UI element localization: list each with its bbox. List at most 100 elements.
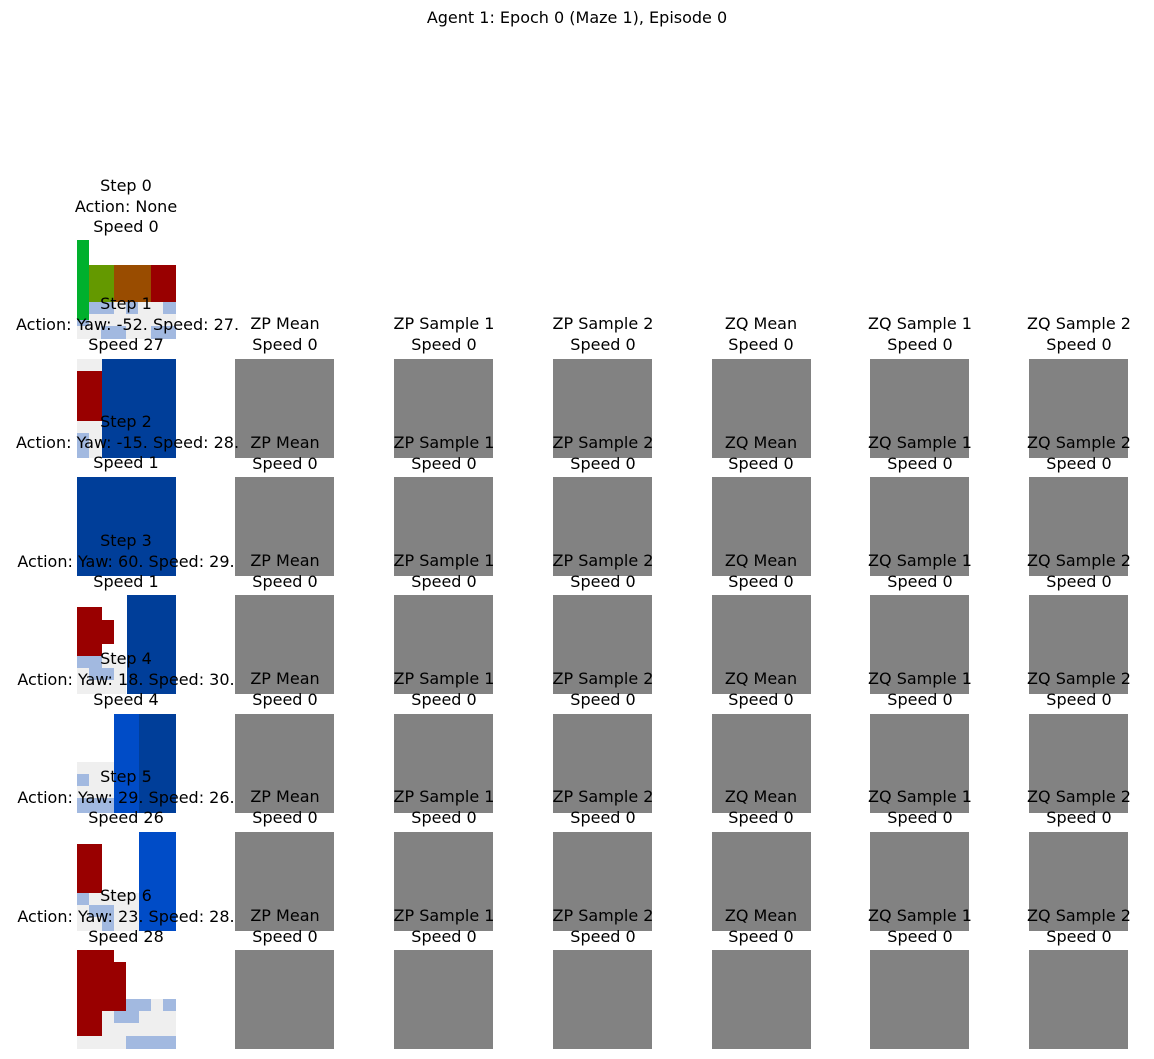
speed-label: Speed 0 [728, 926, 794, 946]
action-label: Action: Yaw: -15. Speed: 28. [16, 432, 240, 452]
obs-title-row-2: Step 2 Action: Yaw: -15. Speed: 28. Spee… [16, 412, 240, 474]
zp-mean-image-row-4 [235, 714, 334, 813]
speed-label: Speed 0 [252, 689, 318, 709]
col-title-row-1-zq-sample-2: ZQ Sample 2 Speed 0 [969, 314, 1154, 355]
observation-image-row-5 [77, 832, 176, 931]
col-title-row-5-zp-sample-2: ZP Sample 2 Speed 0 [493, 787, 713, 828]
speed-label: Speed 0 [570, 689, 636, 709]
speed-label: Speed 0 [728, 807, 794, 827]
speed-label: Speed 0 [570, 571, 636, 591]
zq-mean-image-row-1 [712, 359, 811, 458]
column-label: ZQ Sample 1 [868, 906, 972, 925]
column-label: ZP Sample 2 [552, 906, 654, 925]
column-label: ZQ Sample 2 [1027, 669, 1131, 688]
speed-label: Speed 0 [252, 453, 318, 473]
col-title-row-2-zp-mean: ZP Mean Speed 0 [175, 433, 395, 474]
zq-mean-image-row-4 [712, 714, 811, 813]
speed-label: Speed 0 [728, 453, 794, 473]
obs-title-row-6: Step 6 Action: Yaw: 23. Speed: 28. Speed… [16, 886, 236, 948]
col-title-row-5-zq-sample-1: ZQ Sample 1 Speed 0 [810, 787, 1030, 828]
column-label: ZQ Sample 1 [868, 433, 972, 452]
column-label: ZP Mean [250, 787, 320, 806]
zq-sample-1-image-row-5 [870, 832, 969, 931]
speed-label: Speed 0 [1046, 689, 1112, 709]
zp-mean-image-row-1 [235, 359, 334, 458]
speed-label: Speed 0 [570, 334, 636, 354]
step-label: Step 2 [100, 412, 152, 431]
col-title-row-3-zq-sample-2: ZQ Sample 2 Speed 0 [969, 551, 1154, 592]
speed-label: Speed 0 [570, 926, 636, 946]
zp-mean-image-row-5 [235, 832, 334, 931]
col-title-row-1-zp-sample-2: ZP Sample 2 Speed 0 [493, 314, 713, 355]
obs-title-row-5: Step 5 Action: Yaw: 29. Speed: 26. Speed… [16, 767, 236, 829]
column-label: ZP Sample 1 [393, 787, 495, 806]
col-title-row-3-zp-sample-2: ZP Sample 2 Speed 0 [493, 551, 713, 592]
zp-sample-1-image-row-5 [394, 832, 493, 931]
column-label: ZQ Mean [724, 314, 798, 333]
speed-label: Speed 0 [411, 334, 477, 354]
speed-label: Speed 0 [1046, 926, 1112, 946]
column-label: ZQ Mean [724, 906, 798, 925]
column-label: ZP Sample 1 [393, 669, 495, 688]
column-label: ZQ Mean [724, 669, 798, 688]
zq-sample-1-image-row-1 [870, 359, 969, 458]
col-title-row-4-zp-sample-2: ZP Sample 2 Speed 0 [493, 669, 713, 710]
col-title-row-4-zp-mean: ZP Mean Speed 0 [175, 669, 395, 710]
speed-label: Speed 26 [88, 808, 164, 827]
col-title-row-1-zq-mean: ZQ Mean Speed 0 [651, 314, 871, 355]
observation-image-row-3 [77, 595, 176, 694]
speed-label: Speed 0 [411, 689, 477, 709]
zq-sample-2-image-row-1 [1029, 359, 1128, 458]
col-title-row-2-zq-mean: ZQ Mean Speed 0 [651, 433, 871, 474]
step-label: Step 6 [100, 886, 152, 905]
col-title-row-1-zq-sample-1: ZQ Sample 1 Speed 0 [810, 314, 1030, 355]
zp-mean-image-row-6 [235, 950, 334, 1049]
column-label: ZP Mean [250, 669, 320, 688]
speed-label: Speed 0 [887, 926, 953, 946]
col-title-row-3-zp-sample-1: ZP Sample 1 Speed 0 [334, 551, 554, 592]
col-title-row-1-zp-mean: ZP Mean Speed 0 [175, 314, 395, 355]
step-label: Step 0 [100, 176, 152, 195]
speed-label: Speed 0 [93, 217, 159, 236]
zq-mean-image-row-2 [712, 477, 811, 576]
speed-label: Speed 0 [411, 926, 477, 946]
speed-label: Speed 0 [728, 334, 794, 354]
col-title-row-4-zp-sample-1: ZP Sample 1 Speed 0 [334, 669, 554, 710]
zp-sample-1-image-row-3 [394, 595, 493, 694]
speed-label: Speed 0 [1046, 571, 1112, 591]
zp-sample-2-image-row-4 [553, 714, 652, 813]
column-label: ZP Mean [250, 314, 320, 333]
zq-sample-1-image-row-3 [870, 595, 969, 694]
column-label: ZQ Sample 2 [1027, 551, 1131, 570]
column-label: ZP Sample 1 [393, 314, 495, 333]
speed-label: Speed 1 [93, 453, 159, 472]
column-label: ZP Sample 1 [393, 551, 495, 570]
zq-sample-2-image-row-5 [1029, 832, 1128, 931]
obs-title-row-3: Step 3 Action: Yaw: 60. Speed: 29. Speed… [16, 531, 236, 593]
zp-mean-image-row-3 [235, 595, 334, 694]
column-label: ZQ Sample 2 [1027, 433, 1131, 452]
col-title-row-5-zp-sample-1: ZP Sample 1 Speed 0 [334, 787, 554, 828]
column-label: ZQ Mean [724, 551, 798, 570]
column-label: ZQ Sample 2 [1027, 787, 1131, 806]
speed-label: Speed 0 [411, 571, 477, 591]
speed-label: Speed 27 [88, 335, 164, 354]
zp-sample-1-image-row-2 [394, 477, 493, 576]
column-label: ZQ Sample 1 [868, 787, 972, 806]
observation-image-row-2 [77, 477, 176, 576]
col-title-row-3-zq-mean: ZQ Mean Speed 0 [651, 551, 871, 592]
zq-mean-image-row-3 [712, 595, 811, 694]
zq-sample-2-image-row-3 [1029, 595, 1128, 694]
figure-title: Agent 1: Epoch 0 (Maze 1), Episode 0 [426, 8, 728, 27]
col-title-row-1-zp-sample-1: ZP Sample 1 Speed 0 [334, 314, 554, 355]
speed-label: Speed 0 [887, 334, 953, 354]
zq-mean-image-row-6 [712, 950, 811, 1049]
column-label: ZP Sample 1 [393, 906, 495, 925]
column-label: ZP Mean [250, 906, 320, 925]
speed-label: Speed 0 [728, 689, 794, 709]
zp-mean-image-row-2 [235, 477, 334, 576]
col-title-row-2-zp-sample-1: ZP Sample 1 Speed 0 [334, 433, 554, 474]
speed-label: Speed 28 [88, 927, 164, 946]
action-label: Action: None [74, 196, 178, 216]
step-label: Step 1 [100, 294, 152, 313]
